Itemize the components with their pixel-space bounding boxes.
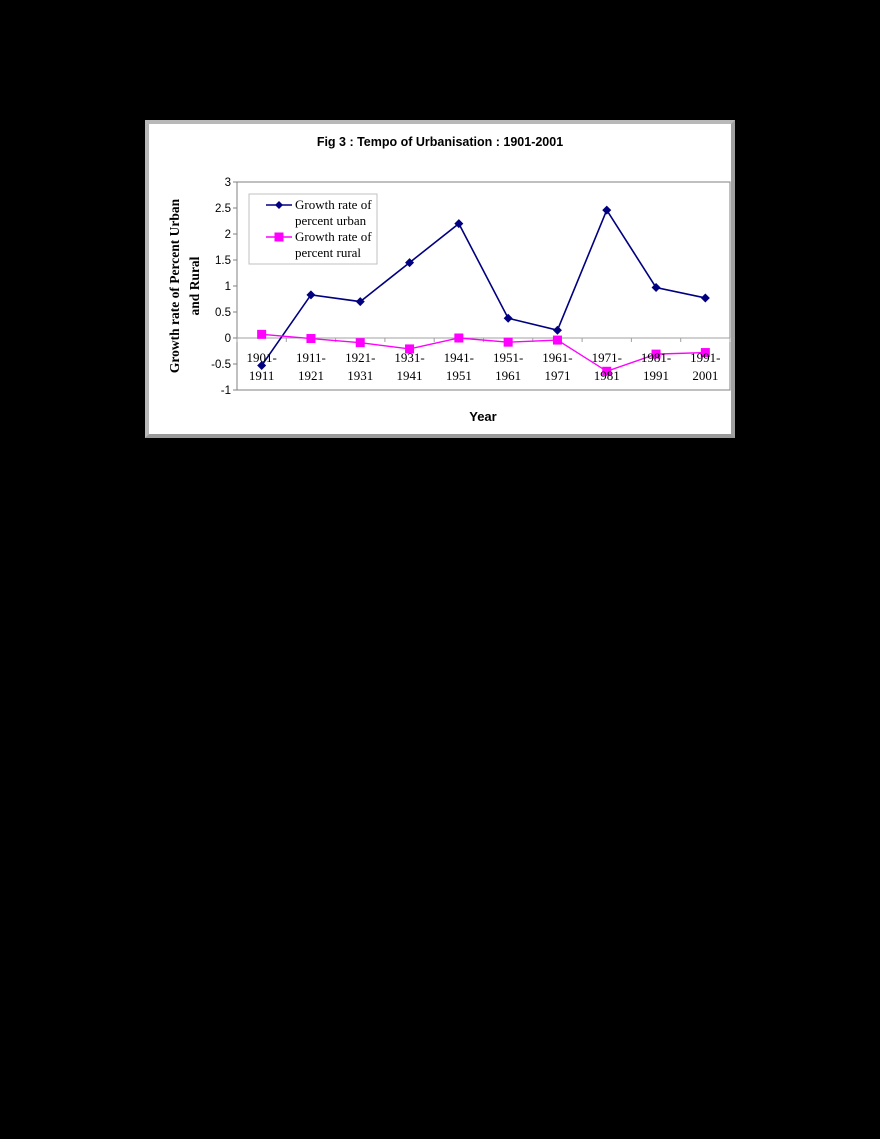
x-category-label: 1991-2001 — [690, 350, 720, 383]
data-point-square — [552, 335, 562, 345]
data-point-diamond — [355, 297, 365, 307]
data-point-diamond — [651, 283, 661, 293]
line-chart: Fig 3 : Tempo of Urbanisation : 1901-200… — [167, 135, 731, 424]
data-point-square — [306, 334, 316, 344]
x-category-label: 1921-1931 — [345, 350, 375, 383]
chart-title: Fig 3 : Tempo of Urbanisation : 1901-200… — [317, 135, 563, 149]
series-line — [261, 333, 706, 373]
data-point-square — [503, 337, 513, 347]
y-tick-label: 1 — [225, 281, 231, 293]
y-axis-label: Growth rate of Percent Urban and Rural — [167, 198, 202, 373]
data-point-square — [700, 348, 710, 358]
data-point-square — [651, 349, 661, 359]
y-tick-label: 0 — [225, 333, 231, 345]
data-point-square — [602, 366, 612, 376]
x-axis-label: Year — [469, 409, 496, 424]
x-axis-category-labels: 1901-1911 1911-1921 1921-1931 1931-1941 1941… — [246, 350, 720, 383]
legend-diamond-marker — [275, 201, 283, 209]
x-category-label: 1941-1951 — [444, 350, 474, 383]
y-tick-label: -0.5 — [211, 359, 231, 371]
x-category-label: 1901-1911 — [246, 350, 276, 383]
x-category-label: 1931-1941 — [394, 350, 424, 383]
x-category-label: 1951-1961 — [493, 350, 523, 383]
data-point-diamond — [306, 290, 316, 300]
series-line — [260, 208, 706, 367]
data-point-diamond — [257, 361, 267, 371]
data-point-diamond — [602, 205, 612, 215]
data-point-diamond — [454, 219, 464, 229]
y-tick-label: -1 — [221, 385, 231, 397]
y-tick-label: 3 — [225, 177, 231, 189]
y-tick-label: 0.5 — [215, 307, 231, 319]
x-category-label: 1971-1981 — [592, 350, 622, 383]
data-point-diamond — [503, 313, 513, 323]
y-tick-label: 2 — [225, 229, 231, 241]
data-point-square — [355, 338, 365, 348]
x-category-label: 1961-1971 — [542, 350, 572, 383]
legend-entry-label: Growth rate of percent urban — [295, 197, 372, 228]
data-point-diamond — [552, 325, 562, 335]
x-category-label: 1981-1991 — [641, 350, 671, 383]
data-point-square — [454, 333, 464, 343]
y-axis-ticks: 3 2.5 2 1.5 1 0.5 0 -0.5 -1 — [211, 177, 237, 397]
legend-entry-label: Growth rate of percent rural — [295, 229, 372, 260]
y-tick-label: 2.5 — [215, 203, 231, 215]
y-axis-label-line: Growth rate of Percent Urban — [167, 198, 182, 373]
chart-frame: Fig 3 : Tempo of Urbanisation : 1901-200… — [145, 120, 735, 438]
data-point-diamond — [405, 258, 415, 268]
legend-square-marker — [274, 232, 284, 242]
y-tick-label: 1.5 — [215, 255, 231, 267]
x-category-label: 1911-1921 — [296, 350, 326, 383]
data-point-square — [405, 344, 415, 354]
data-point-square — [257, 329, 267, 339]
data-point-diamond — [700, 293, 710, 303]
y-axis-label-line: and Rural — [187, 256, 202, 315]
